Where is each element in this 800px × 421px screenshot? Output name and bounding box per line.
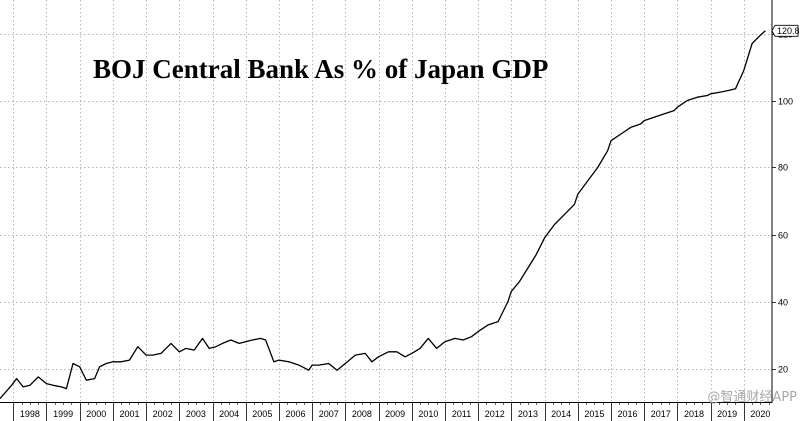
x-tick-label: 2019 [717, 409, 737, 419]
x-tick-label: 2004 [219, 409, 239, 419]
y-tick-label: 100 [778, 97, 793, 107]
y-tick-label: 80 [778, 163, 788, 173]
x-tick-label: 2018 [684, 409, 704, 419]
y-tick-label: 40 [778, 298, 788, 308]
watermark: @智通财经APP [707, 390, 797, 405]
x-tick-label: 2011 [452, 409, 471, 419]
x-tick-label: 2016 [618, 409, 638, 419]
plot-area [0, 0, 772, 402]
x-tick-label: 1999 [53, 409, 73, 419]
y-axis-ticks: 20406080100120 [772, 30, 793, 375]
x-tick-label: 2002 [153, 409, 173, 419]
chart-title: BOJ Central Bank As % of Japan GDP [93, 54, 548, 84]
horizontal-gridlines [0, 34, 772, 370]
x-tick-label: 2010 [418, 409, 438, 419]
end-value-text: 120.8 [777, 26, 800, 36]
y-tick-label: 60 [778, 231, 788, 241]
x-tick-label: 2006 [286, 409, 306, 419]
x-tick-label: 2015 [584, 409, 604, 419]
y-tick-label: 20 [778, 365, 788, 375]
x-tick-label: 2020 [750, 409, 770, 419]
x-tick-label: 2005 [252, 409, 272, 419]
x-tick-label: 2003 [186, 409, 206, 419]
x-tick-label: 2001 [119, 409, 139, 419]
x-tick-label: 2013 [518, 409, 538, 419]
x-axis-ticks: 1998 1999 2000 2001 2002 2003 2004 2005 2006 2007… [13, 402, 770, 421]
end-value-label: 120.8 [771, 24, 800, 37]
x-tick-label: 2017 [651, 409, 671, 419]
x-tick-label: 2012 [485, 409, 505, 419]
end-value-tag [771, 24, 799, 37]
x-tick-label: 2014 [551, 409, 571, 419]
x-tick-label: 2000 [86, 409, 106, 419]
x-tick-label: 2007 [319, 409, 339, 419]
series-line [0, 30, 766, 400]
x-tick-label: 1998 [20, 409, 40, 419]
x-tick-label: 2008 [352, 409, 372, 419]
vertical-gridlines [13, 0, 745, 402]
x-tick-label: 2009 [385, 409, 405, 419]
